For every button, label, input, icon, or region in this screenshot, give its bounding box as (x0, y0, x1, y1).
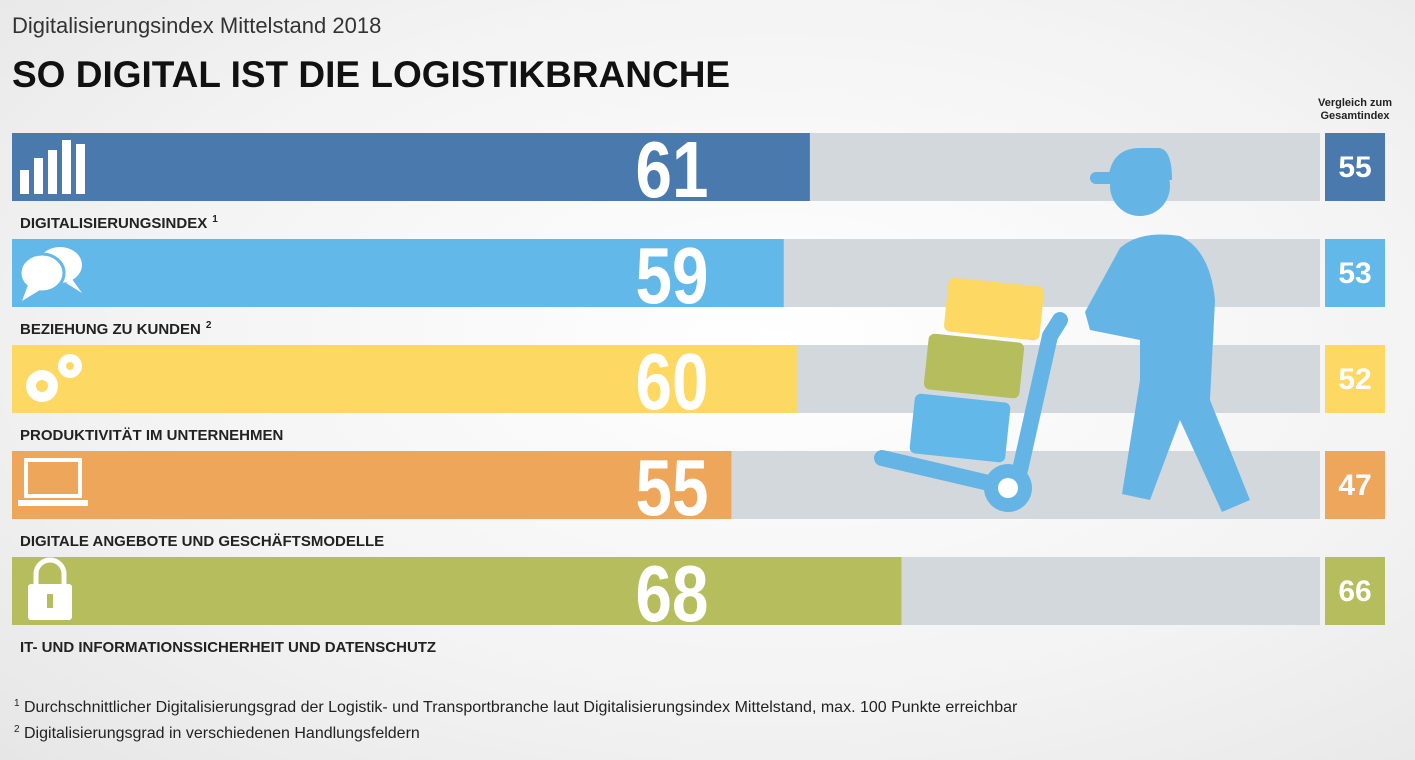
gears-icon (26, 354, 82, 402)
footnote: Durchschnittlicher Digitalisierungsgrad … (24, 699, 1018, 716)
comparison-box (1325, 239, 1385, 307)
lock-icon (28, 557, 72, 620)
chart-title: SO DIGITAL IST DIE LOGISTIKBRANCHE (12, 54, 730, 95)
category-label: IT- UND INFORMATIONSSICHERHEIT UND DATEN… (20, 639, 436, 656)
category-label: PRODUKTIVITÄT IM UNTERNEHMEN (20, 427, 283, 444)
category-label: DIGITALISIERUNGSINDEX 1 (20, 214, 218, 232)
category-text: DIGITALISIERUNGSINDEX (20, 215, 207, 232)
comparison-label: 66 (1338, 575, 1371, 608)
subtitle: Digitalisierungsindex Mittelstand 2018 (12, 13, 381, 38)
bar (12, 133, 810, 201)
footnote-mark: 2 (14, 724, 20, 735)
category-text: BEZIEHUNG ZU KUNDEN (20, 321, 201, 338)
laptop-icon (18, 458, 88, 506)
comparison-label: 55 (1338, 151, 1371, 184)
bar-icon (20, 140, 85, 194)
delivery-illustration (874, 148, 1250, 512)
bar (12, 451, 732, 519)
icons (18, 140, 88, 620)
category-label: BEZIEHUNG ZU KUNDEN 2 (20, 320, 212, 338)
value-label: 59 (636, 231, 709, 321)
chat-icon (18, 247, 82, 301)
comparison-label: 47 (1338, 469, 1371, 502)
footnote-mark: 2 (206, 320, 212, 331)
bar (12, 345, 797, 413)
value-label: 60 (636, 337, 709, 427)
category-text: PRODUKTIVITÄT IM UNTERNEHMEN (20, 427, 283, 444)
footnote: Digitalisierungsgrad in verschiedenen Ha… (24, 725, 420, 742)
value-label: 68 (636, 549, 709, 639)
footnote-mark: 1 (14, 698, 20, 709)
value-label: 61 (636, 125, 709, 215)
comparison-box (1325, 451, 1385, 519)
comparison-label: 52 (1338, 363, 1371, 396)
category-label: DIGITALE ANGEBOTE UND GESCHÄFTSMODELLE (20, 533, 384, 550)
bar (12, 239, 784, 307)
comparison-box (1325, 557, 1385, 625)
category-text: DIGITALE ANGEBOTE UND GESCHÄFTSMODELLE (20, 533, 384, 550)
comparison-box (1325, 133, 1385, 201)
value-label: 55 (636, 443, 709, 533)
comparison-header: Vergleich zum Gesamtindex (1318, 97, 1392, 122)
comparison-label: 53 (1338, 257, 1371, 290)
bar (12, 557, 902, 625)
category-text: IT- UND INFORMATIONSSICHERHEIT UND DATEN… (20, 639, 436, 656)
footnote-mark: 1 (212, 214, 218, 225)
comparison-box (1325, 345, 1385, 413)
